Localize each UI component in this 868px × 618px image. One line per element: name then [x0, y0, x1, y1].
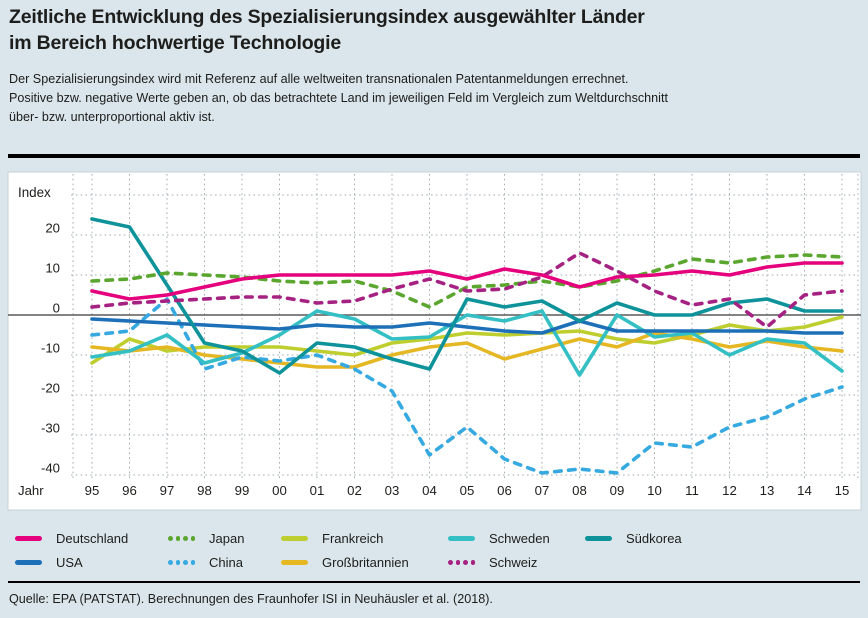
legend-item-schweiz: Schweiz — [448, 554, 538, 570]
legend-swatch-segment — [183, 535, 188, 541]
legend-label: Frankreich — [322, 530, 384, 546]
legend-swatch-solid — [15, 535, 42, 541]
series-line-großbritannien — [90, 331, 844, 369]
x-axis-tick-label: 13 — [760, 483, 775, 498]
legend-label: USA — [56, 554, 83, 570]
chart-title-line2: im Bereich hochwertige Technologie — [9, 32, 341, 54]
y-axis-tick-label: -40 — [41, 461, 60, 476]
legend-swatch-segment — [463, 559, 468, 565]
source-note: Quelle: EPA (PATSTAT). Berechnungen des … — [9, 592, 493, 606]
legend-swatch-segment — [15, 535, 42, 541]
legend-swatch-segment — [470, 559, 475, 565]
y-axis-tick-label: 0 — [53, 301, 60, 316]
legend-swatch-dashed — [168, 559, 195, 565]
legend-swatch-segment — [175, 559, 180, 565]
x-axis-tick-label: 97 — [160, 483, 175, 498]
legend-label: China — [209, 554, 243, 570]
x-axis-tick-label: 98 — [197, 483, 212, 498]
legend-swatch-dashed — [168, 535, 195, 541]
chart-description: Der Spezialisierungsindex wird mit Refer… — [9, 70, 859, 127]
divider-thin — [8, 581, 860, 583]
legend-label: Großbritannien — [322, 554, 409, 570]
x-axis-tick-label: 03 — [385, 483, 400, 498]
legend-swatch-solid — [448, 535, 475, 541]
series-line-japan — [90, 253, 844, 309]
legend-label: Südkorea — [626, 530, 682, 546]
x-axis-tick-label: 01 — [310, 483, 325, 498]
legend-item-schweden: Schweden — [448, 530, 550, 546]
legend-item-usa: USA — [15, 554, 83, 570]
description-line: Positive bzw. negative Werte geben an, o… — [9, 91, 668, 105]
y-axis-tick-label: -20 — [41, 381, 60, 396]
x-axis-tick-label: 00 — [272, 483, 287, 498]
legend-swatch-dashed — [448, 559, 475, 565]
legend-item-japan: Japan — [168, 530, 245, 546]
chart-title-line1: Zeitliche Entwicklung des Spezialisierun… — [9, 6, 645, 28]
y-axis-tick-label: -30 — [41, 421, 60, 436]
x-axis-tick-label: 07 — [535, 483, 550, 498]
x-axis-tick-label: 99 — [235, 483, 250, 498]
chart-title: Zeitliche Entwicklung des Spezialisierun… — [9, 4, 859, 56]
legend-swatch-solid — [585, 535, 612, 541]
legend-item-deutschland: Deutschland — [15, 530, 129, 546]
legend-swatch-segment — [168, 535, 173, 541]
divider-thick — [8, 154, 860, 158]
y-axis-title: Index — [18, 185, 51, 200]
series-line-usa — [90, 317, 844, 335]
x-axis-tick-label: 06 — [497, 483, 512, 498]
legend-item-großbritannien: Großbritannien — [281, 554, 409, 570]
legend-swatch-segment — [190, 559, 195, 565]
x-axis-tick-label: 05 — [460, 483, 475, 498]
legend-label: Deutschland — [56, 530, 129, 546]
description-line: über- bzw. unterproportional aktiv ist. — [9, 110, 215, 124]
legend-swatch-segment — [585, 535, 612, 541]
legend-label: Schweiz — [489, 554, 538, 570]
legend-swatch-segment — [168, 559, 173, 565]
x-axis-tick-label: 10 — [647, 483, 662, 498]
legend-swatch-segment — [190, 535, 195, 541]
x-axis-tick-label: 14 — [797, 483, 812, 498]
series-line-schweiz — [90, 251, 844, 329]
x-axis-tick-label: 09 — [610, 483, 625, 498]
x-axis-tick-label: 04 — [422, 483, 437, 498]
x-axis-tick-label: 08 — [572, 483, 587, 498]
legend-swatch-solid — [281, 535, 308, 541]
legend-swatch-segment — [448, 559, 453, 565]
legend-item-china: China — [168, 554, 243, 570]
description-line: Der Spezialisierungsindex wird mit Refer… — [9, 72, 629, 86]
legend-swatch-solid — [281, 559, 308, 565]
series-line-südkorea — [90, 217, 844, 375]
legend-swatch-segment — [448, 535, 475, 541]
series-line-schweden — [90, 309, 844, 377]
y-axis-tick-label: 10 — [45, 261, 60, 276]
legend-item-südkorea: Südkorea — [585, 530, 682, 546]
legend-swatch-segment — [281, 559, 308, 565]
y-axis-tick-label: 20 — [45, 221, 60, 236]
legend-swatch-segment — [281, 535, 308, 541]
series-line-deutschland — [90, 261, 844, 301]
x-axis-tick-label: 15 — [835, 483, 850, 498]
legend-swatch-segment — [183, 559, 188, 565]
legend-label: Schweden — [489, 530, 550, 546]
y-axis-tick-label: -10 — [41, 341, 60, 356]
legend-swatch-segment — [175, 535, 180, 541]
legend-label: Japan — [209, 530, 245, 546]
x-axis-tick-label: 95 — [85, 483, 100, 498]
legend-swatch-segment — [455, 559, 460, 565]
chart-header: Zeitliche Entwicklung des Spezialisierun… — [9, 4, 859, 127]
legend-swatch-segment — [15, 559, 42, 565]
x-axis-tick-label: 12 — [722, 483, 737, 498]
x-axis-tick-label: 96 — [122, 483, 137, 498]
x-axis-title: Jahr — [18, 483, 44, 498]
legend-item-frankreich: Frankreich — [281, 530, 384, 546]
x-axis-tick-label: 11 — [685, 483, 699, 498]
x-axis-tick-label: 02 — [347, 483, 362, 498]
legend-swatch-solid — [15, 559, 42, 565]
